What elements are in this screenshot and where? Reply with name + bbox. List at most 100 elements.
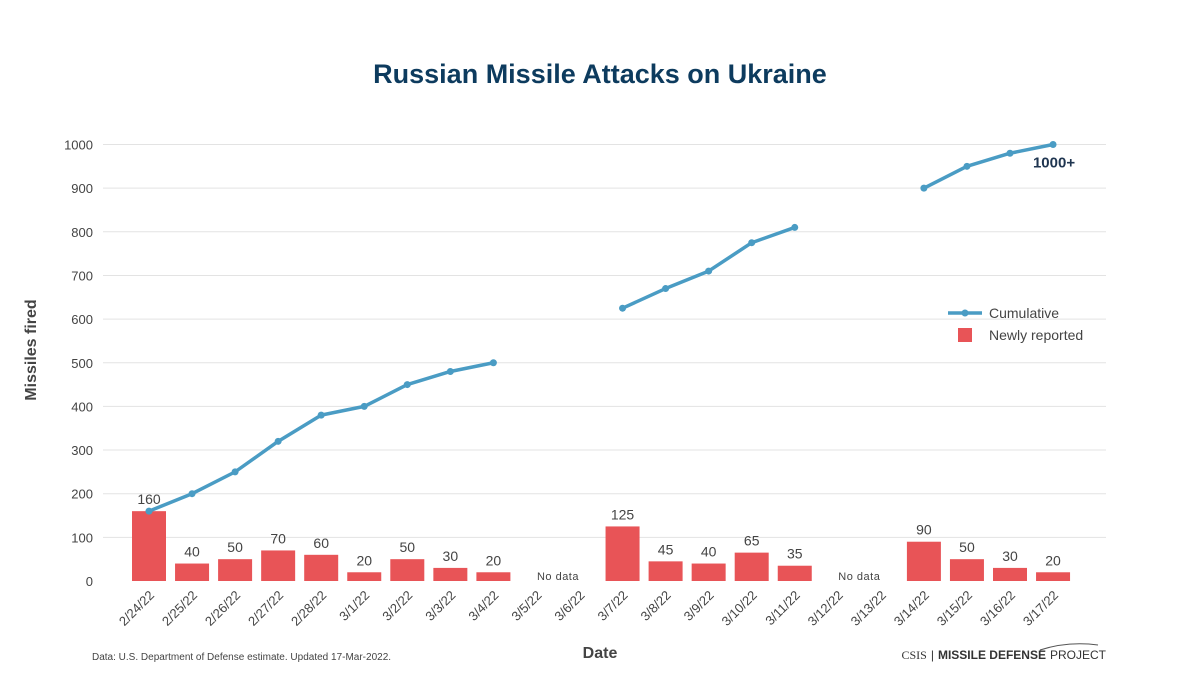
x-tick-label: 3/1/22: [336, 588, 372, 624]
bar: [433, 567, 468, 581]
bar: [261, 550, 296, 581]
cumulative-point: [619, 304, 627, 312]
cumulative-point: [317, 411, 325, 419]
bar-value-label: 40: [184, 544, 200, 560]
x-tick-label: 2/27/22: [245, 588, 286, 629]
x-tick-label: 2/25/22: [159, 588, 200, 629]
legend-label-newly-reported: Newly reported: [989, 327, 1083, 343]
x-tick-label: 3/6/22: [551, 588, 587, 624]
x-tick-label: 2/24/22: [116, 588, 157, 629]
cumulative-point: [403, 381, 411, 389]
y-axis-ticks: 0 100 200 300 400 500 600 700 800 900 1000: [64, 138, 93, 590]
bar-value-label: 50: [400, 539, 416, 555]
y-tick-label: 1000: [64, 138, 93, 153]
cumulative-point: [274, 437, 282, 445]
x-axis-title: Date: [583, 645, 618, 662]
no-data-label: No data: [537, 571, 579, 583]
cumulative-point: [748, 239, 756, 247]
bar-value-label: 50: [227, 539, 243, 555]
x-tick-label: 3/14/22: [891, 588, 932, 629]
y-tick-label: 100: [71, 530, 93, 545]
y-tick-label: 700: [71, 268, 93, 283]
cumulative-point: [920, 184, 928, 192]
bar: [691, 563, 726, 581]
cumulative-point: [446, 367, 454, 375]
bar: [347, 572, 382, 581]
annotations: 1000+: [1033, 155, 1075, 172]
bar-value-label: 35: [787, 546, 803, 562]
bar-value-label: 125: [611, 506, 635, 522]
bar-value-label: 20: [1045, 552, 1061, 568]
bar-value-label: 20: [486, 552, 502, 568]
no-data-labels: No data No data: [537, 571, 880, 583]
bar: [218, 559, 253, 581]
x-tick-label: 3/4/22: [465, 588, 501, 624]
x-tick-label: 3/2/22: [379, 588, 415, 624]
bar: [132, 511, 166, 581]
cumulative-line-segment: [922, 142, 1055, 190]
cumulative-lines: [147, 142, 1055, 513]
bar: [648, 561, 683, 581]
cumulative-point: [791, 223, 799, 231]
x-tick-label: 3/3/22: [422, 588, 458, 624]
bar-value-label: 45: [658, 541, 674, 557]
bar: [304, 554, 339, 581]
cumulative-point: [489, 359, 497, 367]
bar-value-label: 70: [270, 530, 286, 546]
annotation-label: 1000+: [1033, 155, 1075, 172]
cumulative-point: [662, 285, 670, 293]
bar-value-label: 30: [1002, 548, 1018, 564]
y-tick-label: 200: [71, 487, 93, 502]
cumulative-points: [145, 141, 1057, 515]
logo-swoosh: [1039, 643, 1099, 651]
no-data-label: No data: [838, 571, 880, 583]
bar-value-label: 60: [313, 535, 329, 551]
bar: [1036, 572, 1071, 581]
csis-logo: CSIS | MISSILE DEFENSE PROJECT: [901, 643, 1107, 662]
y-tick-label: 0: [86, 574, 93, 589]
cumulative-point: [963, 162, 971, 170]
x-tick-label: 3/7/22: [594, 588, 630, 624]
bar-value-label: 40: [701, 544, 717, 560]
legend-bar-swatch: [958, 328, 972, 342]
cumulative-point: [145, 507, 153, 515]
y-tick-label: 500: [71, 356, 93, 371]
x-tick-label: 3/15/22: [934, 588, 975, 629]
x-tick-label: 3/10/22: [719, 588, 760, 629]
bar: [906, 541, 941, 581]
cumulative-point: [188, 490, 196, 498]
y-tick-label: 400: [71, 399, 93, 414]
bar-labels: 160 40 50 70 60 20 50 30 20 125 45 40 65 35 90 50 30 20: [137, 491, 1061, 568]
bar: [390, 559, 425, 581]
y-axis-title: Missiles fired: [23, 299, 40, 400]
bar: [605, 526, 640, 581]
cumulative-point: [360, 402, 368, 410]
legend-label-cumulative: Cumulative: [989, 305, 1059, 321]
y-tick-label: 800: [71, 225, 93, 240]
bar-value-label: 65: [744, 533, 760, 549]
bar-value-label: 20: [356, 552, 372, 568]
bar: [949, 559, 984, 581]
x-tick-label: 3/12/22: [805, 588, 846, 629]
bar: [734, 552, 769, 581]
x-tick-label: 3/13/22: [848, 588, 889, 629]
x-tick-label: 2/26/22: [202, 588, 243, 629]
logo-org: CSIS: [901, 648, 926, 662]
bar: [993, 567, 1027, 581]
cumulative-line-segment: [147, 361, 496, 513]
bar: [175, 563, 210, 581]
chart-title: Russian Missile Attacks on Ukraine: [373, 59, 827, 89]
x-tick-label: 3/17/22: [1020, 588, 1061, 629]
logo-text: CSIS | MISSILE DEFENSE PROJECT: [901, 648, 1106, 662]
bar: [777, 565, 812, 581]
bar-value-label: 30: [443, 548, 459, 564]
x-tick-label: 3/11/22: [762, 588, 803, 629]
x-tick-label: 3/5/22: [508, 588, 544, 624]
y-tick-label: 600: [71, 312, 93, 327]
x-tick-label: 2/28/22: [288, 588, 329, 629]
bar-value-label: 50: [959, 539, 975, 555]
x-axis-ticks: 2/24/22 2/25/22 2/26/22 2/27/22 2/28/22 3/1/2…: [116, 588, 1061, 629]
cumulative-point: [1049, 141, 1057, 148]
cumulative-point: [1006, 149, 1014, 157]
